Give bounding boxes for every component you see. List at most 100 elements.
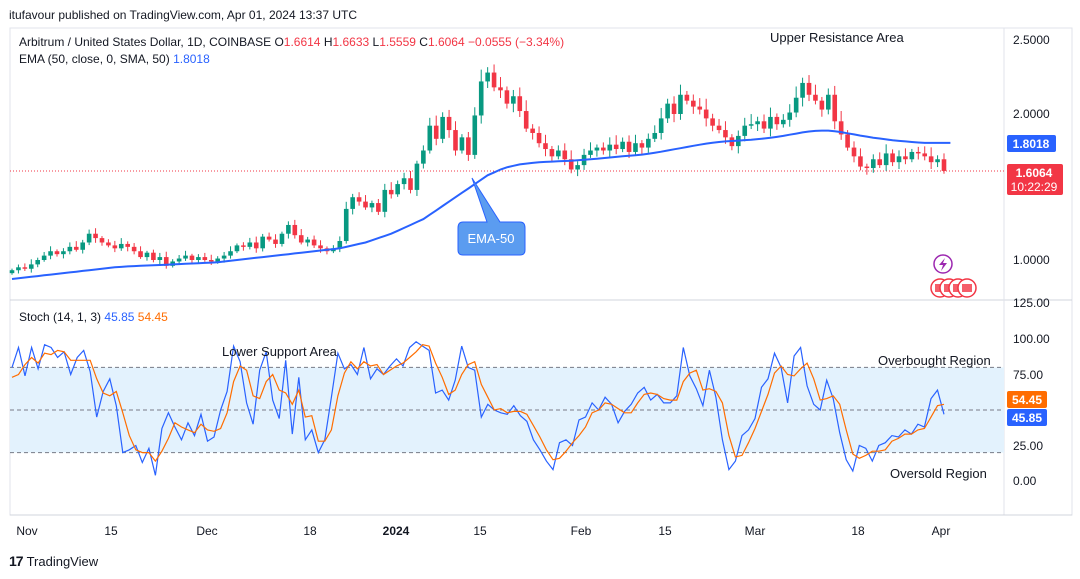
price-tick-label: 125.00	[1013, 296, 1050, 310]
candle-body	[877, 159, 883, 166]
candle-body	[742, 125, 748, 136]
candle-body	[684, 94, 690, 101]
ema-price-badge	[1007, 135, 1056, 152]
upper-resistance-annotation: Upper Resistance Area	[770, 30, 904, 45]
candle-body	[183, 255, 188, 259]
candle-body	[536, 132, 542, 144]
candle-body	[138, 251, 143, 258]
symbol-legend: Arbitrum / United States Dollar, 1D, COI…	[19, 35, 564, 49]
candle-body	[787, 112, 793, 120]
candle-body	[215, 258, 220, 262]
candle-body	[67, 246, 73, 252]
stoch-legend: Stoch (14, 1, 3) 45.85 54.45	[19, 310, 168, 324]
stoch-d-line	[11, 344, 945, 463]
candle-body	[703, 109, 709, 119]
candle-body	[144, 252, 150, 258]
stoch-d-badge	[1007, 391, 1047, 408]
ema-callout	[457, 177, 526, 256]
candle-body	[208, 260, 214, 262]
candle-body	[273, 239, 278, 244]
price-tick-label: 1.0000	[1013, 253, 1050, 267]
candle-body	[305, 239, 310, 243]
symbol-title: Arbitrum / United States Dollar, 1D, COI…	[19, 35, 272, 49]
candle-body	[768, 116, 773, 129]
candle-body	[761, 121, 767, 129]
candle-body	[112, 245, 118, 249]
oversold-annotation: Oversold Region	[890, 466, 987, 481]
candle-body	[800, 82, 805, 98]
candle-body	[826, 94, 831, 110]
candle-body	[176, 258, 182, 262]
candle-body	[838, 121, 844, 135]
candle-body	[781, 119, 786, 125]
candle-body	[318, 245, 323, 249]
candle-body	[819, 100, 825, 110]
ema-legend: EMA (50, close, 0, SMA, 50) 1.8018	[19, 52, 210, 66]
candle-body	[626, 141, 632, 152]
low-label: L	[372, 35, 380, 49]
candle-body	[915, 151, 921, 154]
candle-body	[41, 255, 47, 260]
time-tick-label: 15	[104, 524, 118, 538]
publisher-line: itufavour published on TradingView.com, …	[9, 8, 357, 22]
close-label: C	[419, 35, 428, 49]
candle-body	[665, 103, 670, 119]
candle-body	[125, 243, 130, 247]
high-value: 1.6633	[332, 35, 370, 49]
time-tick-label: 18	[303, 524, 317, 538]
candle-body	[453, 130, 458, 151]
ema-50-line	[11, 129, 951, 280]
candle-body	[292, 224, 298, 236]
tradingview-logo-icon: 17	[9, 553, 24, 569]
us-flag-icon	[962, 284, 972, 292]
tradingview-brand[interactable]: 17 TradingView	[9, 553, 98, 569]
candle-body	[472, 115, 478, 155]
candle-body	[806, 82, 812, 95]
candle-body	[864, 166, 870, 169]
candle-body	[594, 147, 600, 151]
candle-body	[22, 267, 28, 269]
ema-callout-text: EMA-50	[468, 231, 515, 246]
candle-body	[928, 156, 934, 163]
candle-body	[356, 197, 362, 202]
tradingview-name: TradingView	[26, 553, 99, 569]
candle-body	[498, 87, 503, 91]
open-value: 1.6614	[283, 35, 321, 49]
candle-body	[202, 257, 208, 260]
candle-body	[286, 224, 291, 234]
candle-body	[151, 252, 156, 260]
candle-body	[678, 94, 683, 114]
stoch-label: Stoch (14, 1, 3)	[19, 310, 102, 324]
candle-body	[646, 138, 651, 148]
candle-body	[903, 156, 908, 160]
candle-body	[543, 143, 548, 150]
stoch-tick-label: 75.00	[1013, 368, 1043, 382]
candle-body	[459, 137, 465, 151]
candle-body	[427, 125, 433, 151]
candle-body	[388, 189, 394, 195]
candle-body	[858, 156, 863, 167]
candle-body	[935, 159, 940, 163]
close-value: 1.6064	[427, 35, 465, 49]
candle-body	[369, 203, 375, 208]
candle-body	[870, 159, 876, 169]
open-label: O	[274, 35, 284, 49]
candle-body	[755, 121, 760, 125]
candle-body	[922, 153, 928, 157]
candle-body	[620, 141, 625, 150]
overbought-annotation: Overbought Region	[878, 353, 991, 368]
time-tick-label: 18	[851, 524, 865, 538]
candle-body	[189, 255, 195, 260]
stoch-tick-label: 0.00	[1013, 474, 1037, 488]
stoch-tick-label: 100.00	[1013, 332, 1050, 346]
candle-body	[575, 165, 580, 170]
candle-body	[446, 116, 452, 131]
candle-body	[491, 72, 497, 88]
candle-body	[883, 153, 889, 166]
candle-body	[234, 245, 240, 252]
price-tick-label: 2.5000	[1013, 33, 1050, 47]
stoch-d-badge-text: 54.45	[1012, 393, 1042, 407]
candle-body	[549, 149, 555, 157]
candle-body	[163, 257, 169, 266]
